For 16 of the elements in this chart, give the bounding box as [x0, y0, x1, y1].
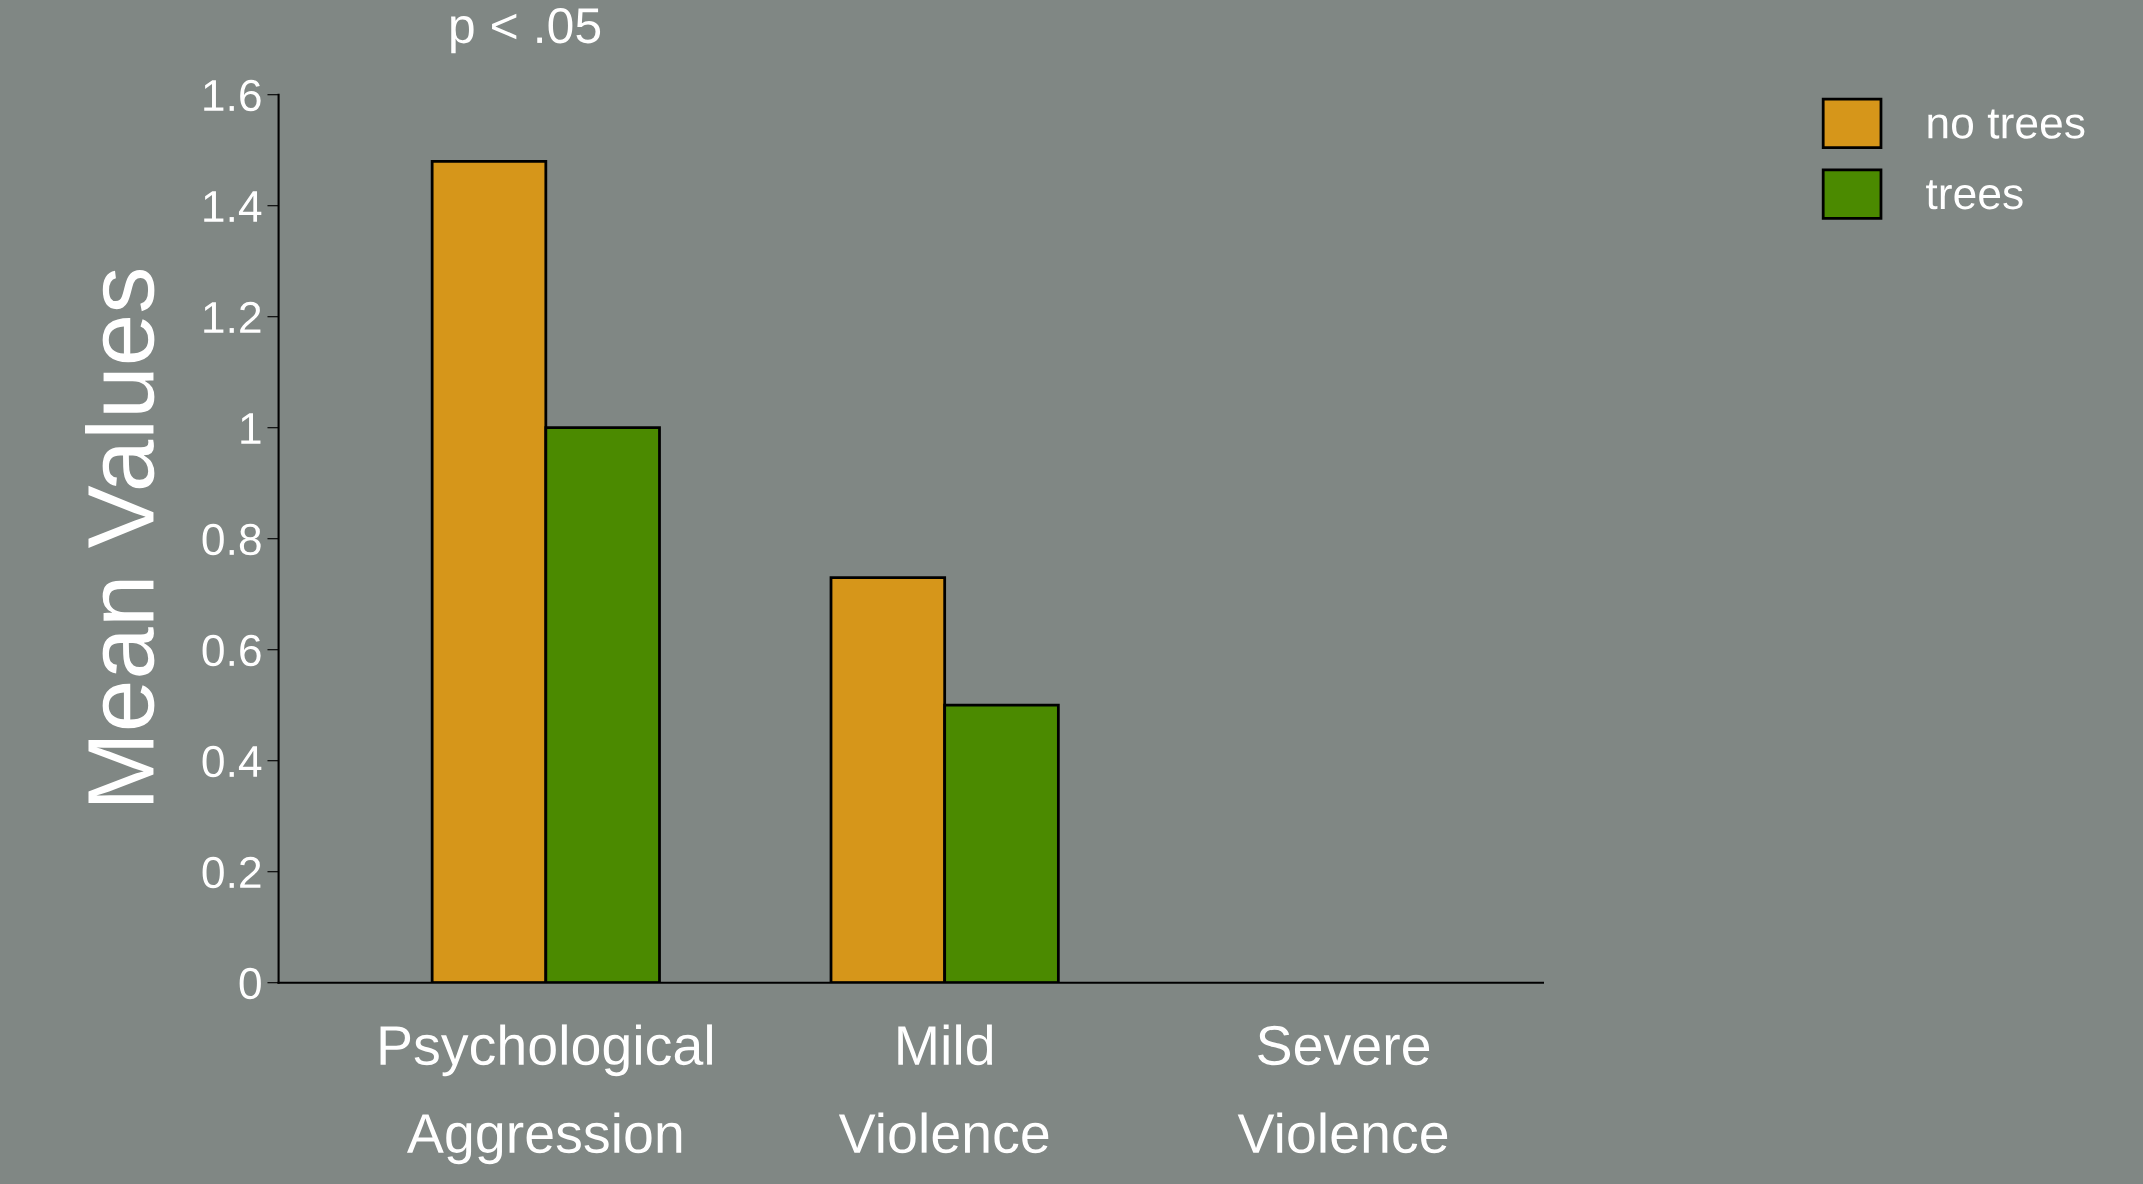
- y-tick-label: 1.4: [204, 191, 262, 222]
- legend-label: no trees: [1928, 109, 2085, 139]
- y-tick-label: 0: [239, 967, 261, 1000]
- y-tick-label: 1: [241, 413, 261, 444]
- y-tick-label: 0.4: [202, 745, 262, 778]
- legend-label: trees: [1926, 180, 2023, 210]
- y-tick-label: 0.6: [202, 634, 261, 667]
- y-tick-label: 0.8: [202, 523, 261, 556]
- y-axis-title: Mean Values: [85, 269, 155, 804]
- x-tick-label: Psychological Aggression: [380, 1024, 712, 1165]
- y-tick-label: 1.2: [204, 301, 261, 333]
- text: p < .05: [451, 7, 601, 54]
- y-tick-label: 1.6: [204, 79, 261, 112]
- x-tick-label: Severe Violence: [1237, 1025, 1448, 1154]
- x-tick-label: Mild Violence: [838, 1024, 1049, 1154]
- y-tick-label: 0.2: [202, 856, 261, 889]
